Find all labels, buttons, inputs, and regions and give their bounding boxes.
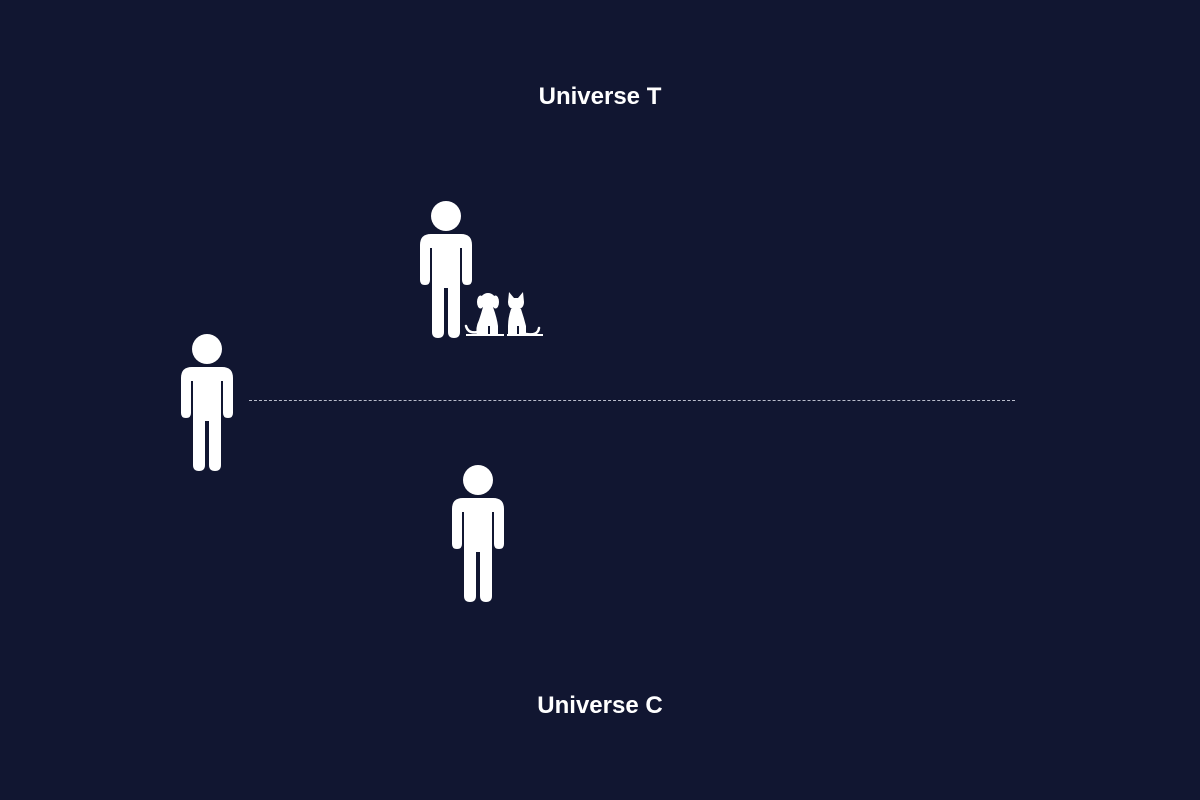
cat-icon	[507, 292, 543, 336]
person-icon	[420, 201, 472, 338]
dog-icon	[464, 293, 504, 336]
dashed-divider	[249, 400, 1015, 401]
person-icon	[181, 334, 233, 471]
universe-c-label: Universe C	[537, 692, 663, 719]
person-icon	[452, 465, 504, 602]
universe-t-label: Universe T	[538, 83, 662, 110]
